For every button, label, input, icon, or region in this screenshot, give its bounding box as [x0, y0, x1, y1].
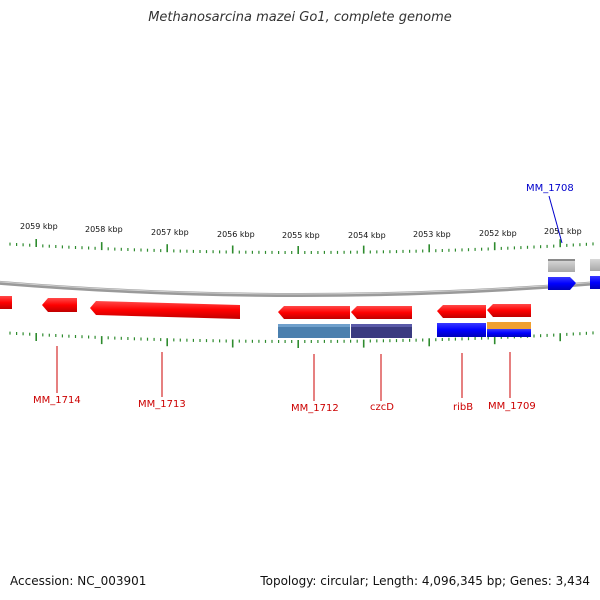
scale-label-2057: 2057 kbp — [151, 228, 189, 237]
scale-labels: 2059 kbp 2058 kbp 2057 kbp 2056 kbp 2055… — [20, 222, 582, 240]
length-value: 4,096,345 bp — [421, 574, 502, 588]
scale-label-2055: 2055 kbp — [282, 231, 320, 240]
topology-label: Topology: — [260, 574, 317, 588]
gene-mm-1712-arrow[interactable] — [278, 306, 350, 319]
gene-next-arrow[interactable] — [590, 276, 600, 289]
gene-mm-1712-domain-shade — [278, 324, 350, 327]
label-leaders — [56, 195, 563, 401]
scale-label-2051: 2051 kbp — [544, 227, 582, 236]
gene-label-mm-1714[interactable]: MM_1714 — [33, 395, 81, 406]
gene-mm-1709-domain-orange[interactable] — [487, 322, 531, 329]
genes-value: 3,434 — [555, 574, 590, 588]
length-label: Length: — [372, 574, 419, 588]
reverse-strand-features — [0, 296, 531, 338]
leader-mm-1708 — [548, 195, 563, 244]
accession-label: Accession: — [10, 574, 74, 588]
genes-label: Genes: — [509, 574, 552, 588]
accession-info: Accession: NC_003901 — [10, 574, 146, 588]
scale-label-2052: 2052 kbp — [479, 229, 517, 238]
genome-backbone-highlight — [0, 281, 600, 295]
gene-mm-1713-arrow[interactable] — [90, 301, 240, 319]
genome-stats: Topology: circular; Length: 4,096,345 bp… — [260, 574, 590, 588]
gene-label-czcd[interactable]: czcD — [370, 402, 394, 413]
scale-label-2059: 2059 kbp — [20, 222, 58, 231]
scale-label-2056: 2056 kbp — [217, 230, 255, 239]
gene-mm-1708-arrow[interactable] — [548, 277, 576, 290]
gene-label-mm-1708[interactable]: MM_1708 — [526, 183, 574, 194]
gene-label-mm-1713[interactable]: MM_1713 — [138, 399, 186, 410]
gene-ribb-arrow[interactable] — [437, 305, 486, 318]
genome-backbone — [0, 280, 600, 297]
scale-label-2058: 2058 kbp — [85, 225, 123, 234]
gene-czcd-arrow[interactable] — [351, 306, 412, 319]
scale-ticks-outer — [9, 239, 594, 254]
gene-label-mm-1712[interactable]: MM_1712 — [291, 403, 339, 414]
gene-mm-1712-domain[interactable] — [278, 324, 350, 338]
topology-value: circular — [320, 574, 365, 588]
gene-czcd-domain-shade — [351, 324, 412, 327]
scale-label-2053: 2053 kbp — [413, 230, 451, 239]
scale-label-2054: 2054 kbp — [348, 231, 386, 240]
accession-value: NC_003901 — [77, 574, 147, 588]
gene-mm-1709-domain-blue[interactable] — [487, 329, 531, 337]
gene-mm-1708-pseudo-bar[interactable] — [548, 260, 575, 272]
gene-label-mm-1709[interactable]: MM_1709 — [488, 401, 536, 412]
scale-ticks-inner — [9, 331, 594, 348]
forward-strand-features — [548, 259, 600, 290]
gene-mm-1709-arrow[interactable] — [487, 304, 531, 317]
gene-ribb-domain[interactable] — [437, 323, 486, 337]
gene-next-pseudo-bar[interactable] — [590, 259, 600, 271]
gene-mm-1708-pseudo-edge — [548, 259, 575, 261]
map-title: Methanosarcina mazei Go1, complete genom… — [148, 10, 452, 25]
gene-czcd-domain[interactable] — [351, 324, 412, 338]
gene-label-ribb[interactable]: ribB — [453, 402, 473, 413]
gene-mm-1714-arrow[interactable] — [42, 298, 77, 312]
gene-labels: MM_1714 MM_1713 MM_1712 czcD ribB MM_170… — [33, 183, 574, 414]
gene-left-edge-arrow[interactable] — [0, 296, 12, 309]
